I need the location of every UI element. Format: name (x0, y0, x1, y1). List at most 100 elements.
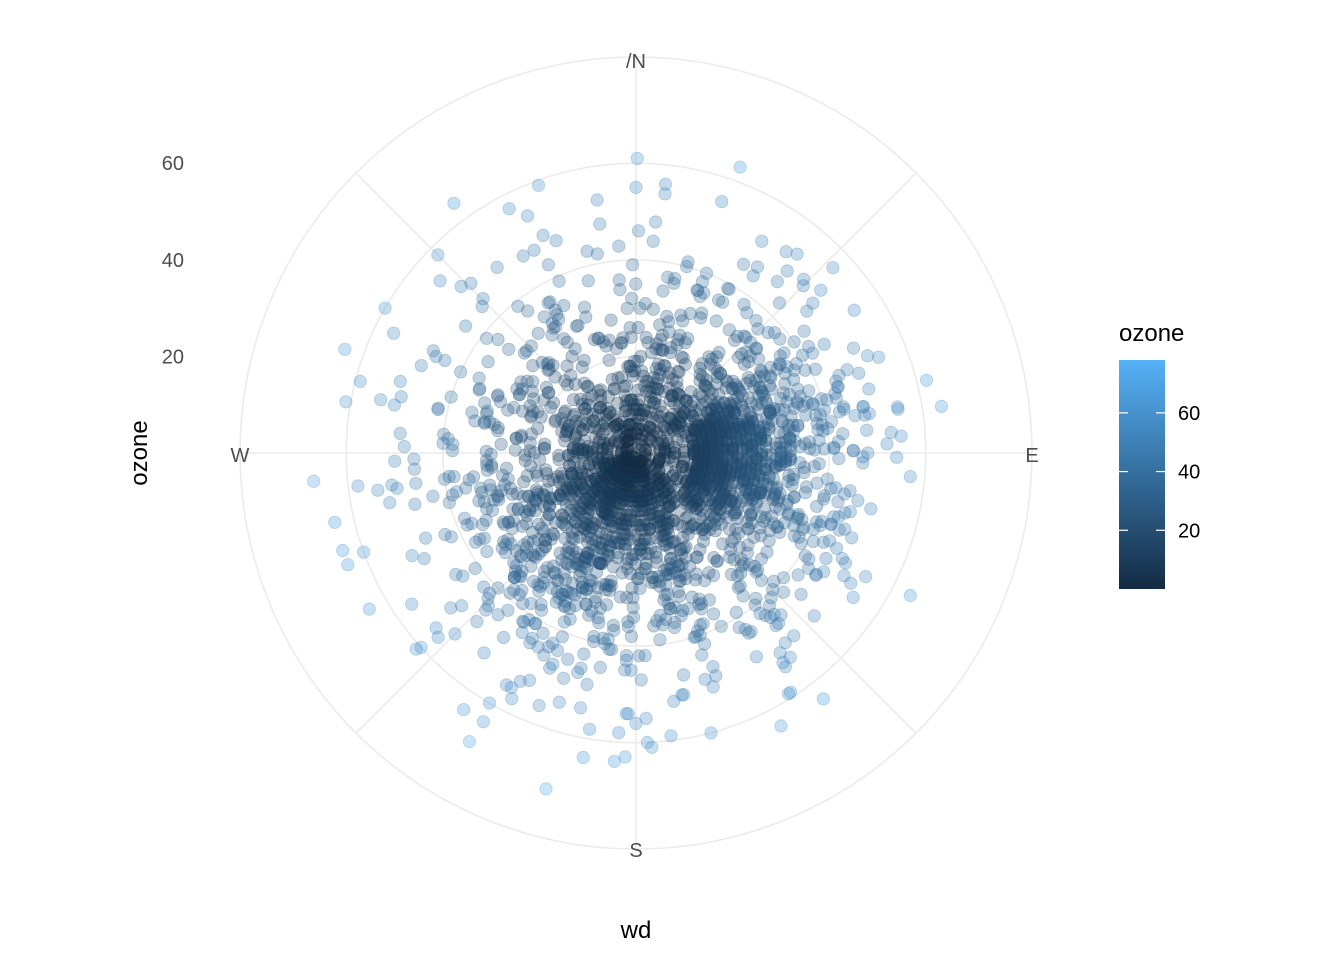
data-point (695, 458, 710, 472)
data-point (648, 575, 662, 589)
data-point (721, 404, 735, 418)
data-point (618, 518, 633, 532)
data-point (675, 557, 689, 572)
data-point (793, 456, 807, 470)
data-point (508, 564, 522, 578)
data-point (677, 406, 692, 420)
data-point (679, 511, 693, 525)
data-point (691, 458, 705, 472)
data-point (599, 527, 613, 542)
data-point (754, 445, 769, 459)
data-point (737, 297, 751, 312)
data-point (581, 506, 595, 520)
data-point (579, 310, 593, 324)
data-point (501, 532, 515, 547)
data-point (604, 482, 619, 496)
data-point (566, 470, 580, 484)
data-point (694, 477, 708, 491)
data-point (633, 494, 648, 508)
data-point (609, 530, 623, 545)
data-point (587, 543, 601, 558)
data-point (658, 490, 672, 504)
data-point (774, 445, 788, 459)
data-point (654, 519, 668, 533)
data-point (572, 471, 586, 486)
data-point (735, 389, 749, 403)
data-point (603, 405, 617, 419)
data-point (846, 590, 860, 605)
data-point (714, 463, 728, 477)
data-point (704, 726, 718, 740)
data-point (707, 550, 721, 565)
data-point (518, 453, 532, 468)
data-point (791, 510, 805, 524)
data-point (477, 646, 491, 660)
data-point (690, 460, 704, 474)
data-point (595, 526, 609, 540)
data-point (531, 532, 546, 547)
grid-spoke (355, 452, 637, 734)
data-point (728, 465, 743, 479)
data-point (437, 472, 452, 486)
data-point (626, 610, 641, 624)
data-point (704, 428, 718, 442)
data-point (687, 447, 701, 461)
data-point (722, 522, 737, 536)
data-point (538, 540, 553, 554)
data-point (501, 515, 516, 529)
data-point (752, 420, 766, 434)
data-point (614, 517, 628, 531)
data-point (629, 557, 643, 571)
data-point (734, 464, 748, 478)
data-point (602, 642, 616, 656)
data-point (633, 538, 647, 552)
data-point (677, 567, 691, 581)
data-point (745, 438, 759, 453)
data-point (791, 507, 806, 522)
data-point (716, 416, 730, 430)
data-point (633, 542, 647, 557)
data-point (626, 489, 641, 503)
data-point (661, 270, 675, 284)
data-point (676, 687, 691, 702)
data-point (747, 530, 761, 544)
data-point (673, 589, 687, 603)
data-point (555, 508, 569, 523)
data-point (566, 449, 580, 463)
data-point (642, 522, 657, 536)
data-point (560, 545, 574, 559)
data-point (599, 408, 614, 422)
data-point (630, 499, 645, 513)
data-point (903, 469, 917, 484)
data-point (716, 442, 730, 456)
data-point (699, 380, 714, 394)
data-point (674, 474, 688, 489)
data-point (639, 374, 654, 388)
data-point (754, 510, 768, 524)
data-point (782, 387, 797, 402)
data-point (664, 561, 678, 576)
data-point (491, 388, 505, 402)
data-point (670, 337, 684, 352)
data-point (652, 504, 666, 518)
data-point (630, 151, 644, 165)
data-point (520, 209, 535, 223)
data-point (546, 358, 560, 372)
data-point (657, 420, 671, 434)
data-point (436, 436, 450, 450)
data-point (831, 434, 846, 449)
data-point (548, 515, 563, 530)
data-point (595, 557, 609, 571)
data-point (557, 434, 572, 448)
data-point (546, 472, 560, 487)
data-point (758, 460, 773, 474)
data-point (620, 394, 634, 408)
data-point (723, 426, 738, 440)
data-point (646, 511, 660, 526)
data-point (515, 519, 529, 533)
data-point (554, 411, 569, 426)
data-point (783, 431, 797, 445)
data-point (606, 409, 621, 423)
data-point (858, 569, 873, 584)
data-point (575, 580, 589, 595)
